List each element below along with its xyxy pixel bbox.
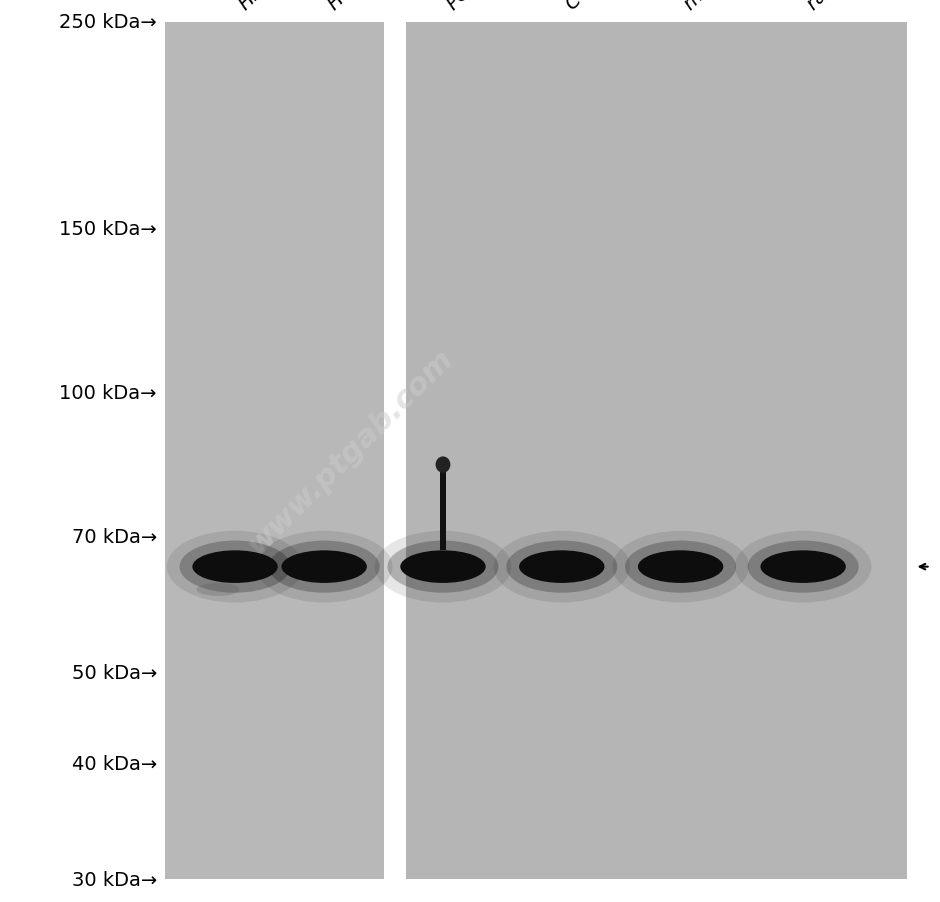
Ellipse shape [196,584,240,596]
Text: rat brain: rat brain [803,0,876,14]
Bar [384,23,406,879]
Text: PC-12: PC-12 [443,0,497,14]
Text: HEK-293: HEK-293 [235,0,306,14]
Ellipse shape [256,531,393,603]
Text: 30 kDa→: 30 kDa→ [71,870,157,889]
Text: 100 kDa→: 100 kDa→ [59,383,157,402]
Ellipse shape [507,541,618,593]
Ellipse shape [760,551,846,584]
Ellipse shape [387,541,498,593]
Text: 40 kDa→: 40 kDa→ [71,754,157,773]
Bar [406,23,907,879]
Ellipse shape [400,551,486,584]
Ellipse shape [519,551,604,584]
Text: 70 kDa→: 70 kDa→ [71,528,157,547]
Ellipse shape [747,541,858,593]
Ellipse shape [166,531,304,603]
Text: HeLa: HeLa [324,0,372,14]
Text: C6: C6 [562,0,594,14]
Ellipse shape [735,531,871,603]
Bar [164,23,384,879]
Ellipse shape [494,531,630,603]
Ellipse shape [269,541,380,593]
Ellipse shape [625,541,736,593]
Bar [440,465,446,551]
Ellipse shape [612,531,749,603]
Ellipse shape [638,551,723,584]
Ellipse shape [193,551,277,584]
Text: 250 kDa→: 250 kDa→ [59,13,157,32]
Text: www.ptgab.com: www.ptgab.com [242,343,459,559]
Text: mouse brain: mouse brain [681,0,780,14]
Bar [164,23,907,879]
Text: 50 kDa→: 50 kDa→ [71,664,157,683]
Ellipse shape [435,457,450,474]
Ellipse shape [375,531,511,603]
Text: 150 kDa→: 150 kDa→ [59,219,157,238]
Ellipse shape [281,551,367,584]
Ellipse shape [180,541,290,593]
